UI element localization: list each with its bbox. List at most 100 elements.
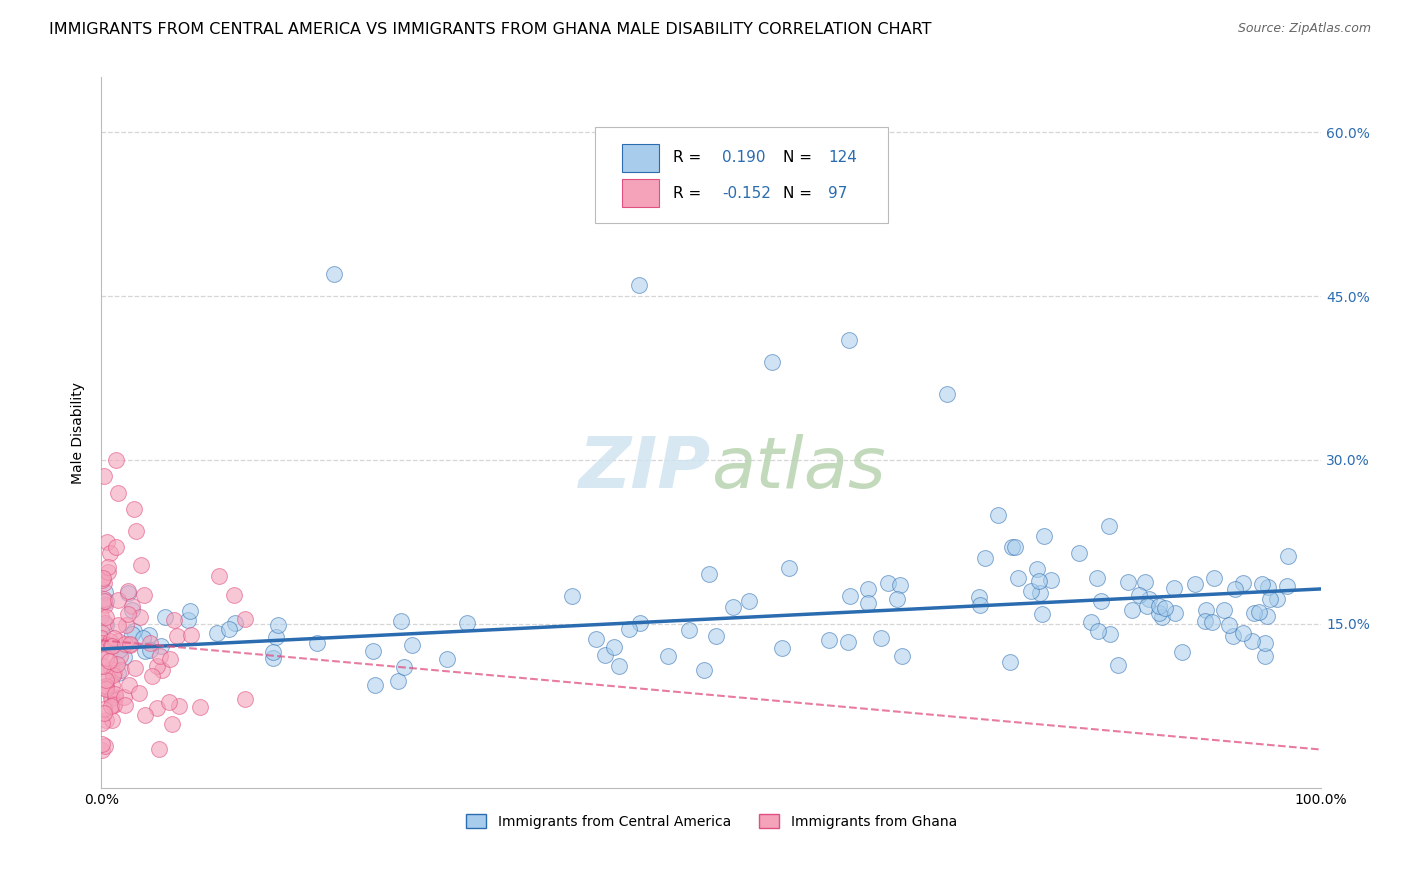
Point [105, 657, 128, 671]
Point [138, 627, 160, 641]
Point [132, 588, 155, 602]
Text: R =: R = [673, 186, 706, 201]
Point [94, 594, 117, 608]
Text: 97: 97 [828, 186, 848, 201]
Point [593, 648, 616, 662]
Point [1099, 627, 1122, 641]
Point [125, 524, 148, 538]
Point [107, 633, 129, 648]
Point [678, 623, 700, 637]
Point [1028, 574, 1050, 589]
Point [146, 658, 169, 673]
Point [778, 561, 800, 575]
Point [721, 599, 744, 614]
Point [94, 585, 117, 599]
Point [891, 649, 914, 664]
Point [974, 551, 997, 566]
Point [97, 566, 120, 580]
Point [697, 567, 720, 582]
Point [118, 678, 141, 692]
Point [103, 698, 125, 713]
FancyBboxPatch shape [621, 179, 659, 208]
Point [1121, 603, 1143, 617]
Point [1253, 636, 1275, 650]
Point [100, 662, 122, 676]
Point [93, 469, 115, 483]
Point [770, 641, 793, 656]
Point [149, 640, 172, 654]
Point [1243, 606, 1265, 620]
Point [93, 702, 115, 716]
Point [233, 692, 256, 706]
Point [179, 604, 201, 618]
Point [93, 591, 115, 606]
Point [139, 643, 162, 657]
Point [839, 589, 862, 603]
Point [1202, 571, 1225, 585]
Text: Source: ZipAtlas.com: Source: ZipAtlas.com [1237, 22, 1371, 36]
Point [90, 573, 112, 587]
Point [987, 508, 1010, 522]
Point [91, 659, 114, 673]
Point [94, 616, 117, 631]
Point [91, 716, 114, 731]
Point [94, 610, 117, 624]
Point [104, 541, 127, 555]
Point [166, 629, 188, 643]
Point [93, 665, 115, 680]
Y-axis label: Male Disability: Male Disability [72, 382, 86, 483]
Point [1116, 574, 1139, 589]
Text: IMMIGRANTS FROM CENTRAL AMERICA VS IMMIGRANTS FROM GHANA MALE DISABILITY CORRELA: IMMIGRANTS FROM CENTRAL AMERICA VS IMMIG… [49, 22, 932, 37]
Point [1033, 529, 1056, 543]
Point [129, 558, 152, 572]
Point [94, 713, 117, 727]
Point [967, 591, 990, 605]
Point [107, 618, 129, 632]
Point [117, 584, 139, 599]
Point [97, 654, 120, 668]
Point [1265, 592, 1288, 607]
Point [856, 596, 879, 610]
Point [118, 637, 141, 651]
Point [145, 700, 167, 714]
Point [91, 635, 114, 649]
Point [856, 582, 879, 597]
Point [1007, 571, 1029, 585]
Point [103, 668, 125, 682]
Point [131, 632, 153, 646]
Point [129, 609, 152, 624]
Point [1154, 601, 1177, 615]
Point [117, 585, 139, 599]
Point [167, 699, 190, 714]
Point [208, 569, 231, 583]
Point [224, 615, 246, 630]
Point [93, 575, 115, 590]
Point [104, 690, 127, 704]
Point [607, 659, 630, 673]
Point [107, 643, 129, 657]
Point [1090, 594, 1112, 608]
Point [97, 560, 120, 574]
Point [1171, 645, 1194, 659]
Point [94, 598, 117, 612]
Point [877, 575, 900, 590]
Point [128, 686, 150, 700]
Point [224, 588, 246, 602]
Point [1087, 624, 1109, 639]
Point [148, 742, 170, 756]
Point [323, 267, 346, 281]
Point [627, 278, 650, 293]
Point [100, 678, 122, 692]
Point [1128, 588, 1150, 602]
Point [267, 617, 290, 632]
Point [103, 665, 125, 680]
Text: 124: 124 [828, 150, 858, 165]
Point [96, 535, 118, 549]
Point [1029, 585, 1052, 599]
Point [401, 638, 423, 652]
Point [120, 638, 142, 652]
Point [1222, 629, 1244, 643]
Point [1232, 576, 1254, 591]
Point [90, 626, 112, 640]
Point [90, 742, 112, 756]
